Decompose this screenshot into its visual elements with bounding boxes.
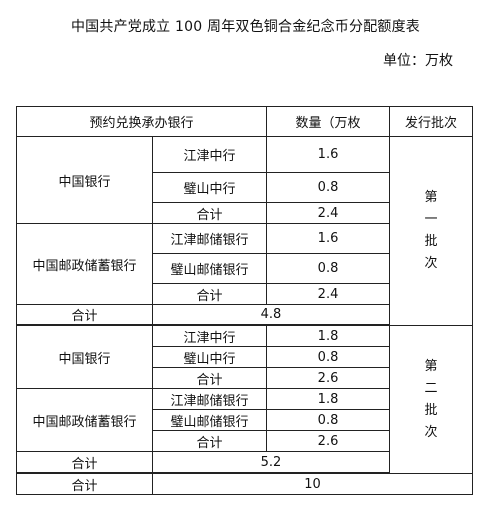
bank-name-cell: 中国银行 bbox=[16, 136, 153, 224]
branch-cell: 江津邮储银行 bbox=[151, 223, 268, 254]
batch-char: 批 bbox=[424, 234, 438, 249]
table-row: 合计 5.2 bbox=[16, 451, 473, 473]
table-row: 璧山中行 0.8 bbox=[17, 172, 473, 203]
quantity-cell: 1.8 bbox=[266, 325, 391, 347]
quantity-cell: 2.6 bbox=[266, 430, 391, 452]
unit-label: 单位：万枚 bbox=[383, 53, 453, 69]
table-row: 中国银行 江津中行 1.6 第 一 批 次 bbox=[16, 136, 474, 326]
table-row: 合计 4.8 bbox=[16, 304, 473, 325]
batch-label-second: 第 二 批 次 bbox=[389, 325, 474, 474]
total-quantity-cell: 4.8 bbox=[151, 304, 391, 325]
table-row: 合计 2.6 bbox=[17, 430, 473, 452]
total-label-cell: 合计 bbox=[16, 451, 153, 473]
bank-name-cell: 中国邮政储蓄银行 bbox=[16, 223, 153, 305]
batch-char: 一 bbox=[424, 212, 438, 227]
quantity-cell: 2.4 bbox=[266, 283, 391, 305]
branch-cell: 璧山中行 bbox=[151, 172, 268, 203]
batch-char: 批 bbox=[424, 402, 438, 418]
quantity-cell: 0.8 bbox=[266, 253, 391, 284]
quantity-cell: 1.6 bbox=[266, 223, 391, 254]
branch-cell: 合计 bbox=[151, 430, 268, 452]
header-batch: 发行批次 bbox=[389, 106, 474, 137]
quantity-cell: 2.6 bbox=[266, 367, 391, 389]
page-title: 中国共产党成立 100 周年双色铜合金纪念币分配额度表 bbox=[70, 19, 421, 35]
branch-cell: 合计 bbox=[151, 283, 268, 305]
table-row: 璧山邮储银行 0.8 bbox=[17, 253, 473, 284]
bank-name-cell: 中国邮政储蓄银行 bbox=[16, 388, 153, 452]
table-row: 合计 2.6 bbox=[17, 367, 473, 389]
grand-total-row: 合计 10 bbox=[16, 473, 474, 495]
header-quantity: 数量（万枚 bbox=[266, 106, 391, 137]
header-row: 预约兑换承办银行 数量（万枚 发行批次 bbox=[15, 106, 474, 137]
batch-char: 次 bbox=[424, 256, 438, 271]
batch-char: 第 bbox=[424, 358, 438, 374]
table-row: 中国银行 江津中行 1.8 第 二 批 次 bbox=[16, 325, 474, 474]
table-row: 合计 2.4 bbox=[17, 283, 473, 305]
batch-char: 第 bbox=[424, 190, 438, 205]
quantity-cell: 0.8 bbox=[266, 409, 391, 431]
branch-cell: 璧山邮储银行 bbox=[151, 253, 268, 284]
quantity-cell: 0.8 bbox=[266, 172, 391, 203]
branch-cell: 江津邮储银行 bbox=[151, 388, 268, 410]
table-row: 中国邮政储蓄银行 江津邮储银行 1.8 bbox=[16, 388, 473, 452]
header-bank: 预约兑换承办银行 bbox=[15, 106, 268, 137]
quantity-cell: 2.4 bbox=[266, 202, 391, 224]
branch-cell: 璧山邮储银行 bbox=[151, 409, 268, 431]
quantity-cell: 0.8 bbox=[266, 346, 391, 368]
table-row: 璧山中行 0.8 bbox=[17, 346, 473, 368]
branch-cell: 江津中行 bbox=[151, 325, 268, 347]
quantity-cell: 1.6 bbox=[266, 136, 391, 173]
total-quantity-cell: 5.2 bbox=[151, 451, 391, 473]
grand-total-label-cell: 合计 bbox=[16, 473, 153, 495]
table-row: 中国邮政储蓄银行 江津邮储银行 1.6 bbox=[16, 223, 473, 305]
batch-label-first: 第 一 批 次 bbox=[389, 136, 474, 326]
allocation-table: 预约兑换承办银行 数量（万枚 发行批次 中国银行 江津中行 1.6 第 一 批 … bbox=[15, 106, 474, 495]
branch-cell: 璧山中行 bbox=[151, 346, 268, 368]
batch-char: 二 bbox=[424, 380, 438, 396]
branch-cell: 合计 bbox=[151, 202, 268, 224]
grand-total-quantity-cell: 10 bbox=[151, 473, 474, 495]
quantity-cell: 1.8 bbox=[266, 388, 391, 410]
batch-char: 次 bbox=[424, 424, 438, 440]
total-label-cell: 合计 bbox=[16, 304, 153, 325]
branch-cell: 合计 bbox=[151, 367, 268, 389]
branch-cell: 江津中行 bbox=[151, 136, 268, 173]
bank-name-cell: 中国银行 bbox=[16, 325, 153, 389]
